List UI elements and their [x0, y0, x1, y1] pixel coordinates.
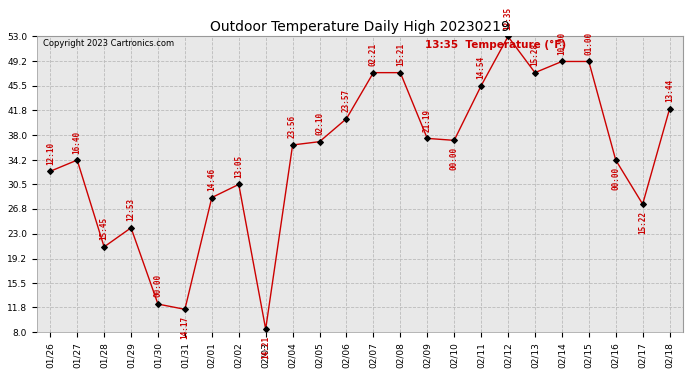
Point: [179, 306, 190, 312]
Point: [45, 168, 56, 174]
Text: 13:35: 13:35: [504, 7, 513, 30]
Text: 02:10: 02:10: [315, 112, 324, 135]
Text: 01:00: 01:00: [584, 32, 593, 55]
Text: 23:57: 23:57: [342, 89, 351, 112]
Point: [664, 106, 675, 112]
Text: 00:00: 00:00: [611, 166, 620, 190]
Text: 15:22: 15:22: [638, 211, 647, 234]
Point: [395, 70, 406, 76]
Title: Outdoor Temperature Daily High 20230219: Outdoor Temperature Daily High 20230219: [210, 20, 510, 34]
Point: [556, 58, 567, 64]
Text: 13:44: 13:44: [665, 79, 674, 102]
Text: 14:21: 14:21: [262, 336, 270, 359]
Point: [260, 326, 271, 332]
Text: 12:53: 12:53: [126, 198, 135, 221]
Text: Copyright 2023 Cartronics.com: Copyright 2023 Cartronics.com: [43, 39, 175, 48]
Text: 00:00: 00:00: [153, 274, 162, 297]
Point: [502, 33, 513, 39]
Point: [368, 70, 379, 76]
Text: 10:00: 10:00: [558, 32, 566, 55]
Text: 14:17: 14:17: [180, 316, 189, 339]
Text: 12:10: 12:10: [46, 141, 55, 165]
Point: [475, 83, 486, 89]
Text: 15:45: 15:45: [99, 217, 108, 240]
Point: [287, 142, 298, 148]
Point: [126, 225, 137, 231]
Text: 13:05: 13:05: [234, 155, 244, 178]
Point: [529, 70, 540, 76]
Point: [341, 116, 352, 122]
Point: [72, 157, 83, 163]
Point: [206, 195, 217, 201]
Point: [448, 137, 460, 143]
Point: [422, 135, 433, 141]
Text: 16:40: 16:40: [72, 130, 81, 153]
Point: [152, 301, 164, 307]
Text: 15:21: 15:21: [396, 43, 405, 66]
Point: [233, 182, 244, 188]
Text: 00:00: 00:00: [450, 147, 459, 170]
Point: [583, 58, 594, 64]
Point: [99, 244, 110, 250]
Point: [314, 139, 325, 145]
Point: [637, 201, 648, 207]
Text: 23:56: 23:56: [288, 115, 297, 138]
Point: [610, 157, 621, 163]
Text: 13:35  Temperature (°F): 13:35 Temperature (°F): [424, 39, 566, 50]
Text: 02:21: 02:21: [369, 43, 378, 66]
Text: 15:28: 15:28: [531, 43, 540, 66]
Text: 14:46: 14:46: [207, 168, 217, 191]
Text: 21:19: 21:19: [423, 109, 432, 132]
Text: 14:54: 14:54: [477, 56, 486, 79]
